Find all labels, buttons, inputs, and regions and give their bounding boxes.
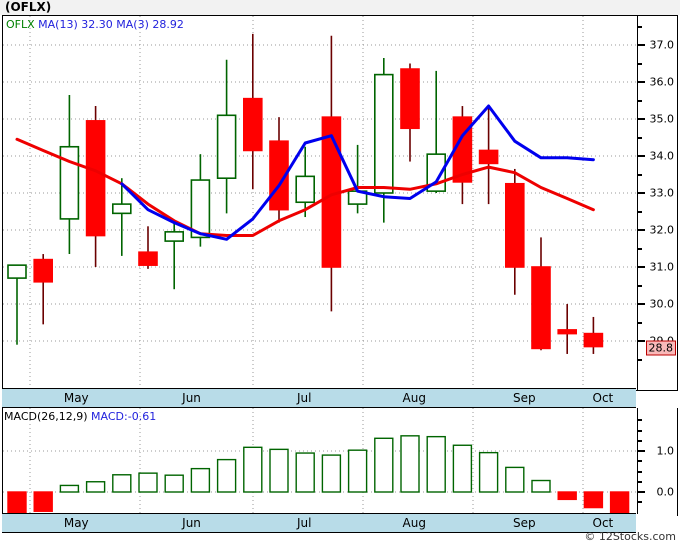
price-axis-tick <box>638 44 645 46</box>
price-axis-tick <box>638 266 645 268</box>
macd-month-label: Jul <box>296 516 312 530</box>
price-axis-minor-tick <box>638 62 642 65</box>
legend-ma13-value: 32.30 <box>81 18 113 31</box>
price-axis-label: 37.0 <box>649 38 675 52</box>
macd-axis-minor-tick <box>638 429 642 432</box>
macd-legend: MACD(26,12,9) MACD:-0.61 <box>4 410 156 423</box>
price-axis: 37.036.035.034.033.032.031.030.029.028.8 <box>637 16 677 390</box>
macd-axis-minor-tick <box>638 419 642 422</box>
price-axis-label: 32.0 <box>649 223 675 237</box>
price-month-label: Oct <box>592 391 614 405</box>
price-axis-tick <box>638 192 645 194</box>
macd-axis-tick <box>638 450 645 452</box>
macd-axis-minor-tick <box>638 470 642 473</box>
price-month-label: Jul <box>296 391 312 405</box>
macd-month-label: Jun <box>182 516 201 530</box>
legend-ma3-label: MA(3) <box>116 18 149 31</box>
price-month-axis: May Jun Jul Aug Sep Oct <box>2 388 636 408</box>
macd-axis-minor-tick <box>638 480 642 483</box>
page-title: (OFLX) <box>5 0 52 14</box>
price-axis-minor-tick <box>638 321 642 324</box>
macd-axis-minor-tick <box>638 460 642 463</box>
price-axis-tick <box>638 229 645 231</box>
last-price-badge: 28.8 <box>645 340 676 356</box>
price-month-label: Aug <box>402 391 426 405</box>
macd-panel: 1.0 0.0 <box>2 408 678 516</box>
price-axis-minor-tick <box>638 25 642 28</box>
price-axis-label: 36.0 <box>649 75 675 89</box>
price-axis-minor-tick <box>638 99 642 102</box>
price-axis-label: 34.0 <box>649 149 675 163</box>
macd-axis-minor-tick <box>638 501 642 504</box>
price-axis-label: 35.0 <box>649 112 675 126</box>
price-axis-label: 33.0 <box>649 186 675 200</box>
macd-month-label: May <box>63 516 89 530</box>
price-month-label: Jun <box>182 391 201 405</box>
window-titlebar: (OFLX) <box>0 0 680 15</box>
legend-ma3-value: 28.92 <box>152 18 184 31</box>
price-axis-label: 31.0 <box>649 260 675 274</box>
price-month-label: May <box>63 391 89 405</box>
price-axis-tick <box>638 340 645 342</box>
macd-axis-label: 0.0 <box>656 485 675 499</box>
price-axis-tick <box>638 118 645 120</box>
price-axis-minor-tick <box>638 247 642 250</box>
price-axis-minor-tick <box>638 358 642 361</box>
macd-axis-label: 1.0 <box>656 444 675 458</box>
legend-macd-name: MACD(26,12,9) <box>4 410 88 423</box>
macd-month-label: Aug <box>402 516 426 530</box>
price-axis-minor-tick <box>638 210 642 213</box>
macd-axis: 1.0 0.0 <box>637 408 677 514</box>
macd-plot-area <box>3 408 637 514</box>
macd-month-axis: May Jun Jul Aug Sep Oct <box>2 513 636 533</box>
macd-axis-minor-tick <box>638 439 642 442</box>
price-legend: OFLX MA(13) 32.30 MA(3) 28.92 <box>6 18 184 31</box>
legend-symbol: OFLX <box>6 18 35 31</box>
watermark: © 12Stocks.com <box>584 530 676 543</box>
macd-month-label: Sep <box>512 516 536 530</box>
legend-macd-value: MACD:-0.61 <box>91 410 157 423</box>
macd-month-label: Oct <box>592 516 614 530</box>
macd-axis-tick <box>638 491 645 493</box>
price-axis-tick <box>638 303 645 305</box>
price-axis-minor-tick <box>638 173 642 176</box>
price-axis-label: 30.0 <box>649 297 675 311</box>
price-chart-svg <box>3 16 637 390</box>
price-axis-minor-tick <box>638 136 642 139</box>
price-plot-area <box>3 16 637 390</box>
price-panel: 37.036.035.034.033.032.031.030.029.028.8 <box>2 15 678 391</box>
macd-chart-svg <box>3 408 637 514</box>
legend-ma13-label: MA(13) <box>38 18 78 31</box>
price-month-label: Sep <box>512 391 536 405</box>
price-axis-minor-tick <box>638 284 642 287</box>
price-axis-tick <box>638 81 645 83</box>
price-axis-tick <box>638 155 645 157</box>
